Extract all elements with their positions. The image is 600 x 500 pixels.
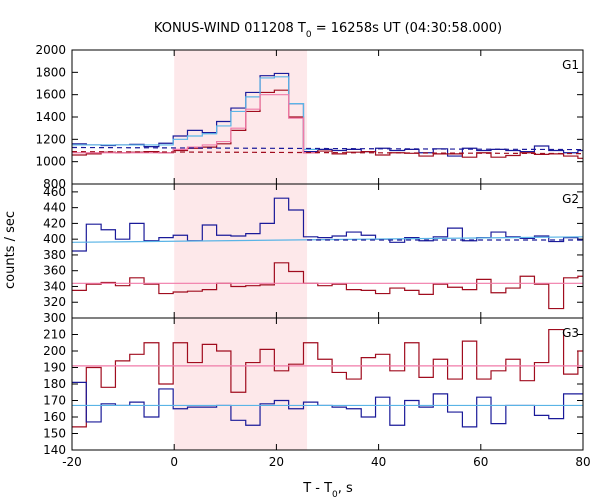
y-tick-label: 160: [43, 410, 66, 424]
y-tick-label: 300: [43, 311, 66, 325]
y-tick-label: 1800: [35, 65, 66, 79]
panel-frame: [71, 183, 584, 319]
y-tick-label: 150: [43, 427, 66, 441]
series-dark-blue: [71, 146, 584, 151]
y-tick-label: 190: [43, 361, 66, 375]
panel-g3: 140 150 160 170 180 190 200 210 G3 -20 0 20 40 60 80: [43, 317, 591, 469]
x-tick-label: 20: [269, 455, 284, 469]
chart-title: KONUS-WIND 011208 T0 = 16258s UT (04:30:…: [154, 21, 502, 40]
y-tick-label: 360: [43, 264, 66, 278]
y-tick-label: 340: [43, 279, 66, 293]
y-tick-label: 200: [43, 344, 66, 358]
series-dark-red: [72, 262, 583, 310]
series-light-blue: [72, 76, 319, 150]
panel-label: G3: [562, 326, 579, 340]
y-tick-label: 380: [43, 248, 66, 262]
y-tick-label: 1600: [35, 88, 66, 102]
x-tick-label: 80: [575, 455, 590, 469]
y-tick-label: 1200: [35, 132, 66, 146]
y-tick-label: 180: [43, 377, 66, 391]
series-dark-blue: [72, 381, 583, 428]
y-tick-label: 170: [43, 394, 66, 408]
panel-frame: [71, 317, 584, 451]
y-tick-label: 1400: [35, 110, 66, 124]
series-dark-blue: [72, 197, 583, 252]
x-tick-label: 0: [170, 455, 178, 469]
panel-g1: 800 1000 1200 1400 1600 1800 2000 G1: [35, 43, 584, 191]
y-tick-label: 800: [43, 177, 66, 191]
y-tick-label: 320: [43, 295, 66, 309]
series-light-pink: [72, 94, 319, 154]
y-tick-label: 440: [43, 201, 66, 215]
series-dark-blue: [72, 72, 583, 157]
shaded-interval: [174, 50, 308, 184]
panel-label: G1: [562, 58, 579, 72]
y-axis-label: counts / sec: [3, 211, 18, 289]
shaded-interval: [174, 184, 308, 318]
y-tick-label: 2000: [35, 43, 66, 57]
x-tick-label: 40: [371, 455, 386, 469]
y-tick-label: 420: [43, 216, 66, 230]
x-axis-label: T - T0, s: [302, 481, 353, 500]
shaded-interval: [174, 318, 308, 450]
panel-frame: [71, 49, 584, 185]
y-tick-label: 1000: [35, 155, 66, 169]
plot-panels: 800100012001400160018002000G130032034036…: [35, 43, 590, 469]
panel-label: G2: [562, 192, 579, 206]
y-tick-label: 210: [43, 328, 66, 342]
y-tick-label: 460: [43, 185, 66, 199]
series-dark-red: [71, 151, 584, 155]
y-tick-label: 400: [43, 232, 66, 246]
x-tick-label: -20: [62, 455, 82, 469]
y-tick-label: 140: [43, 443, 66, 457]
x-tick-label: 60: [473, 455, 488, 469]
